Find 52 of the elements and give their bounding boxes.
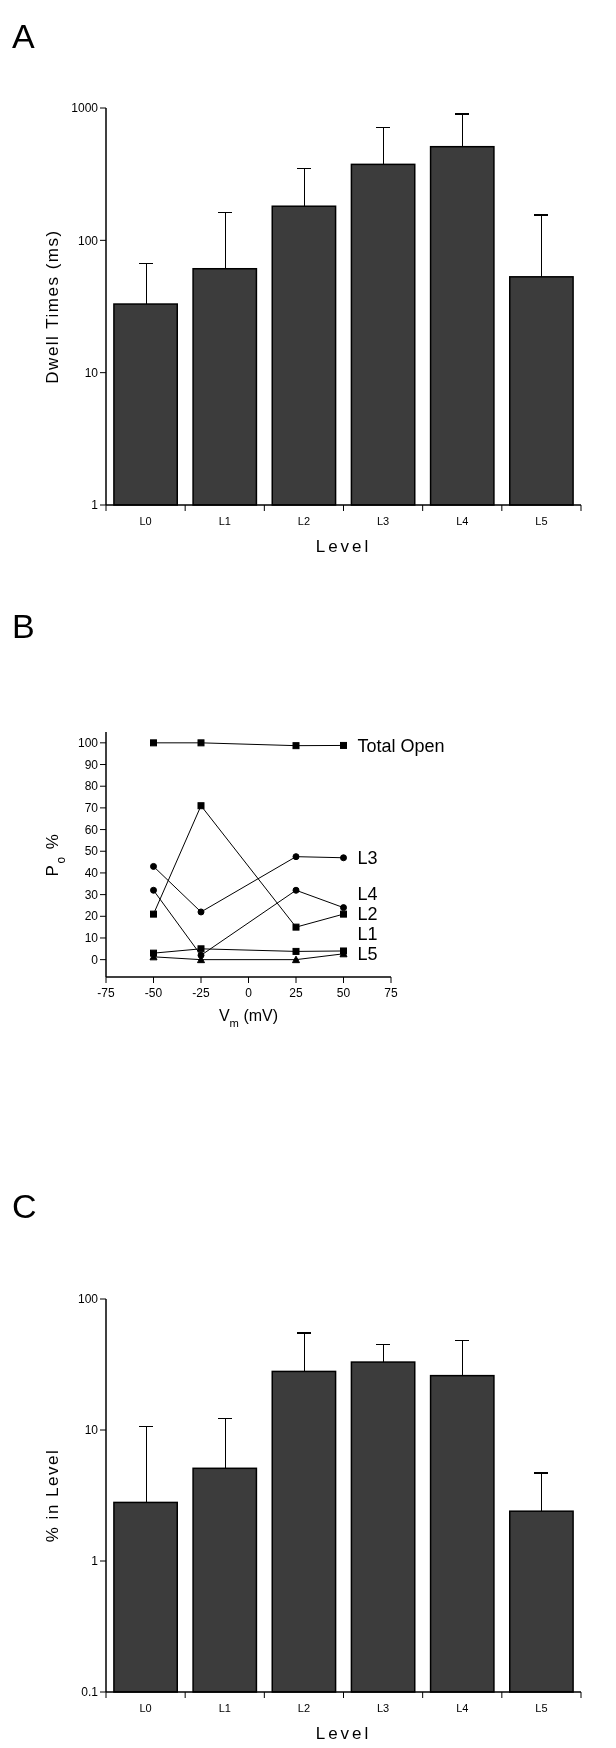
y-tick-label: 10	[84, 365, 99, 380]
x-tick-label: L5	[535, 515, 548, 527]
chart-title: B	[12, 607, 35, 645]
x-tick-label: 25	[289, 986, 303, 1000]
x-tick-label: L4	[456, 1702, 469, 1714]
y-tick-label: 1	[91, 498, 99, 513]
y-tick-label: 0	[91, 952, 99, 967]
x-tick-label: -25	[192, 986, 210, 1000]
y-axis-title: % in Level	[43, 1448, 62, 1543]
x-tick-label: 75	[384, 986, 398, 1000]
x-tick-label: L1	[218, 1702, 231, 1714]
y-axis-title: Dwell Times (ms)	[43, 229, 62, 384]
y-tick-label: 1	[91, 1554, 99, 1569]
y-tick-label: 10	[84, 1423, 99, 1438]
y-tick-label: 100	[77, 1292, 99, 1307]
series-label: L2	[357, 904, 378, 925]
y-tick-label: 10	[84, 931, 99, 946]
y-tick-label: 50	[84, 844, 99, 859]
series-label: Total Open	[357, 735, 445, 756]
x-tick-label: 0	[245, 986, 253, 1000]
y-tick-label: 80	[84, 779, 99, 794]
x-axis-title: V$_{m}$ (mV)	[218, 1007, 279, 1029]
x-tick-label: L2	[297, 1702, 311, 1714]
x-tick-label: L0	[139, 515, 152, 527]
y-tick-label: 100	[77, 233, 99, 248]
x-tick-label: -75	[97, 986, 115, 1000]
series-label: L4	[357, 884, 378, 905]
x-tick-label: L0	[139, 1702, 152, 1714]
y-tick-label: 0.1	[81, 1685, 99, 1700]
y-tick-label: 20	[84, 909, 99, 924]
x-tick-label: L3	[376, 1702, 390, 1714]
y-tick-label: 40	[84, 866, 99, 881]
y-tick-label: 60	[84, 822, 99, 837]
y-tick-label: 100	[77, 736, 99, 751]
x-tick-label: L5	[535, 1702, 548, 1714]
chart-title: A	[12, 17, 35, 55]
series-label: L5	[357, 944, 378, 965]
x-axis-title: Level	[315, 1724, 372, 1743]
x-tick-label: L1	[218, 515, 231, 527]
y-tick-label: 70	[84, 801, 99, 816]
x-tick-label: 50	[336, 986, 351, 1000]
y-tick-label: 30	[84, 887, 99, 902]
x-tick-label: L2	[297, 515, 311, 527]
x-tick-label: -50	[144, 986, 163, 1000]
x-axis-title: Level	[315, 537, 372, 556]
x-tick-label: L4	[456, 515, 469, 527]
x-tick-label: L3	[376, 515, 390, 527]
series-label: L1	[357, 924, 378, 945]
series-label: L3	[357, 848, 378, 869]
chart-title: C	[12, 1187, 37, 1225]
y-tick-label: 1000	[71, 101, 99, 116]
y-tick-label: 90	[84, 757, 99, 772]
